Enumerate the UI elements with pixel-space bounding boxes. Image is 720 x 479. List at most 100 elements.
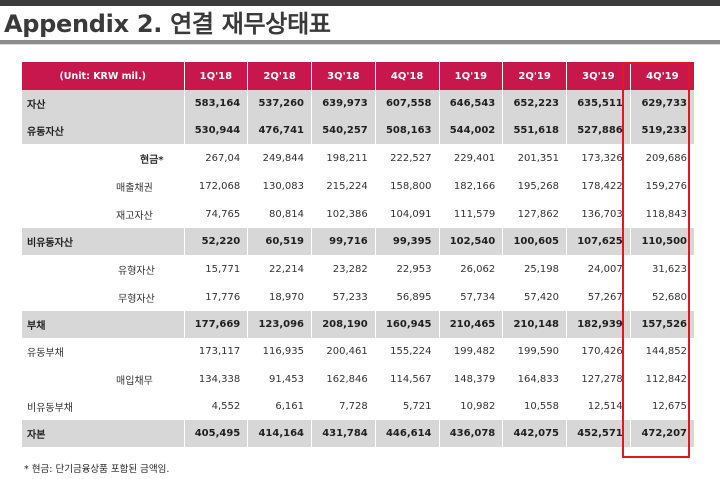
row-label: 매출채권 bbox=[22, 172, 184, 200]
column-header: 4Q'19 bbox=[629, 62, 694, 90]
table-cell: 136,703 bbox=[566, 200, 631, 228]
table-cell: 209,686 bbox=[629, 144, 694, 172]
table-cell: 635,511 bbox=[566, 90, 631, 117]
table-row-receivables: 매출채권 172,068 130,083 215,224 158,800 182… bbox=[22, 172, 694, 200]
page-title: Appendix 2. 연결 재무상태표 bbox=[4, 10, 331, 38]
table-cell: 10,558 bbox=[502, 393, 567, 420]
table-cell: 208,190 bbox=[311, 311, 376, 338]
table-cell: 436,078 bbox=[438, 420, 503, 447]
table-cell: 583,164 bbox=[183, 90, 248, 117]
table-cell: 24,007 bbox=[566, 255, 631, 283]
table-cell: 6,161 bbox=[247, 393, 312, 420]
table-cell: 57,734 bbox=[438, 283, 503, 311]
row-label: 유동부채 bbox=[22, 338, 184, 365]
table-row-tangible-assets: 유형자산 15,771 22,214 23,282 22,953 26,062 … bbox=[22, 255, 694, 283]
table-cell: 7,728 bbox=[311, 393, 376, 420]
table-cell: 182,939 bbox=[566, 311, 631, 338]
table-cell: 148,379 bbox=[438, 365, 503, 393]
column-header: 4Q'18 bbox=[374, 62, 439, 90]
table-row-current-assets: 유동자산 530,944 476,741 540,257 508,163 544… bbox=[22, 117, 694, 144]
row-label: 자산 bbox=[22, 90, 184, 117]
table-cell: 57,233 bbox=[311, 283, 376, 311]
table-cell: 476,741 bbox=[247, 117, 312, 144]
table-cell: 15,771 bbox=[183, 255, 248, 283]
row-label: 매입채무 bbox=[22, 365, 184, 393]
table-row-intangible-assets: 무형자산 17,776 18,970 57,233 56,895 57,734 … bbox=[22, 283, 694, 311]
table-cell: 116,935 bbox=[247, 338, 312, 365]
table-cell: 104,091 bbox=[374, 200, 439, 228]
table-row-current-liabilities: 유동부채 173,117 116,935 200,461 155,224 199… bbox=[22, 338, 694, 365]
table-cell: 170,426 bbox=[566, 338, 631, 365]
table-cell: 114,567 bbox=[374, 365, 439, 393]
table-cell: 652,223 bbox=[502, 90, 567, 117]
table-cell: 646,543 bbox=[438, 90, 503, 117]
row-label: 부채 bbox=[22, 311, 184, 338]
table-cell: 127,862 bbox=[502, 200, 567, 228]
table-cell: 80,814 bbox=[247, 200, 312, 228]
table-cell: 229,401 bbox=[438, 144, 503, 172]
table-cell: 17,776 bbox=[183, 283, 248, 311]
table-cell: 91,453 bbox=[247, 365, 312, 393]
table-cell: 508,163 bbox=[374, 117, 439, 144]
table-cell: 134,338 bbox=[183, 365, 248, 393]
table-cell: 414,164 bbox=[247, 420, 312, 447]
table-cell: 177,669 bbox=[183, 311, 248, 338]
row-label: 유형자산 bbox=[22, 255, 184, 283]
table-cell: 10,982 bbox=[438, 393, 503, 420]
table-cell: 52,220 bbox=[183, 228, 248, 255]
table-cell: 452,571 bbox=[566, 420, 631, 447]
table-cell: 198,211 bbox=[311, 144, 376, 172]
table-cell: 23,282 bbox=[311, 255, 376, 283]
table-cell: 157,526 bbox=[629, 311, 694, 338]
table-cell: 52,680 bbox=[629, 283, 694, 311]
table-cell: 173,326 bbox=[566, 144, 631, 172]
table-cell: 127,278 bbox=[566, 365, 631, 393]
table-cell: 130,083 bbox=[247, 172, 312, 200]
column-header: 1Q'19 bbox=[438, 62, 503, 90]
column-header: 2Q'19 bbox=[502, 62, 567, 90]
row-label: 현금* bbox=[22, 144, 184, 172]
table-cell: 26,062 bbox=[438, 255, 503, 283]
table-row-inventory: 재고자산 74,765 80,814 102,386 104,091 111,5… bbox=[22, 200, 694, 228]
table-cell: 102,386 bbox=[311, 200, 376, 228]
table-cell: 22,214 bbox=[247, 255, 312, 283]
row-label: 무형자산 bbox=[22, 283, 184, 311]
table-row-liabilities: 부채 177,669 123,096 208,190 160,945 210,4… bbox=[22, 311, 694, 338]
table-cell: 56,895 bbox=[374, 283, 439, 311]
table-cell: 172,068 bbox=[183, 172, 248, 200]
table-cell: 99,716 bbox=[311, 228, 376, 255]
table-row-noncurrent-assets: 비유동자산 52,220 60,519 99,716 99,395 102,54… bbox=[22, 228, 694, 255]
top-bar bbox=[0, 0, 720, 6]
table-cell: 5,721 bbox=[374, 393, 439, 420]
table-cell: 160,945 bbox=[374, 311, 439, 338]
table-cell: 551,618 bbox=[502, 117, 567, 144]
table-cell: 519,233 bbox=[629, 117, 694, 144]
table-cell: 195,268 bbox=[502, 172, 567, 200]
table-cell: 446,614 bbox=[374, 420, 439, 447]
table-cell: 4,552 bbox=[183, 393, 248, 420]
table-row-payables: 매입채무 134,338 91,453 162,846 114,567 148,… bbox=[22, 365, 694, 393]
table-cell: 57,267 bbox=[566, 283, 631, 311]
balance-sheet-table: (Unit: KRW mil.) 1Q'18 2Q'18 3Q'18 4Q'18… bbox=[22, 62, 694, 447]
table-cell: 472,207 bbox=[629, 420, 694, 447]
table-cell: 111,579 bbox=[438, 200, 503, 228]
table-cell: 164,833 bbox=[502, 365, 567, 393]
table-cell: 530,944 bbox=[183, 117, 248, 144]
table-cell: 210,465 bbox=[438, 311, 503, 338]
table-cell: 25,198 bbox=[502, 255, 567, 283]
table-cell: 540,257 bbox=[311, 117, 376, 144]
table-cell: 639,973 bbox=[311, 90, 376, 117]
table-cell: 607,558 bbox=[374, 90, 439, 117]
table-cell: 201,351 bbox=[502, 144, 567, 172]
table-cell: 118,843 bbox=[629, 200, 694, 228]
table-cell: 267,04 bbox=[183, 144, 248, 172]
table-cell: 60,519 bbox=[247, 228, 312, 255]
table-cell: 31,623 bbox=[629, 255, 694, 283]
footnote: * 현금: 단기금융상품 포함된 금액임. bbox=[24, 464, 170, 475]
table-cell: 74,765 bbox=[183, 200, 248, 228]
table-cell: 199,590 bbox=[502, 338, 567, 365]
unit-label: (Unit: KRW mil.) bbox=[22, 62, 184, 90]
column-header: 2Q'18 bbox=[247, 62, 312, 90]
column-header: 3Q'18 bbox=[311, 62, 376, 90]
table-cell: 215,224 bbox=[311, 172, 376, 200]
